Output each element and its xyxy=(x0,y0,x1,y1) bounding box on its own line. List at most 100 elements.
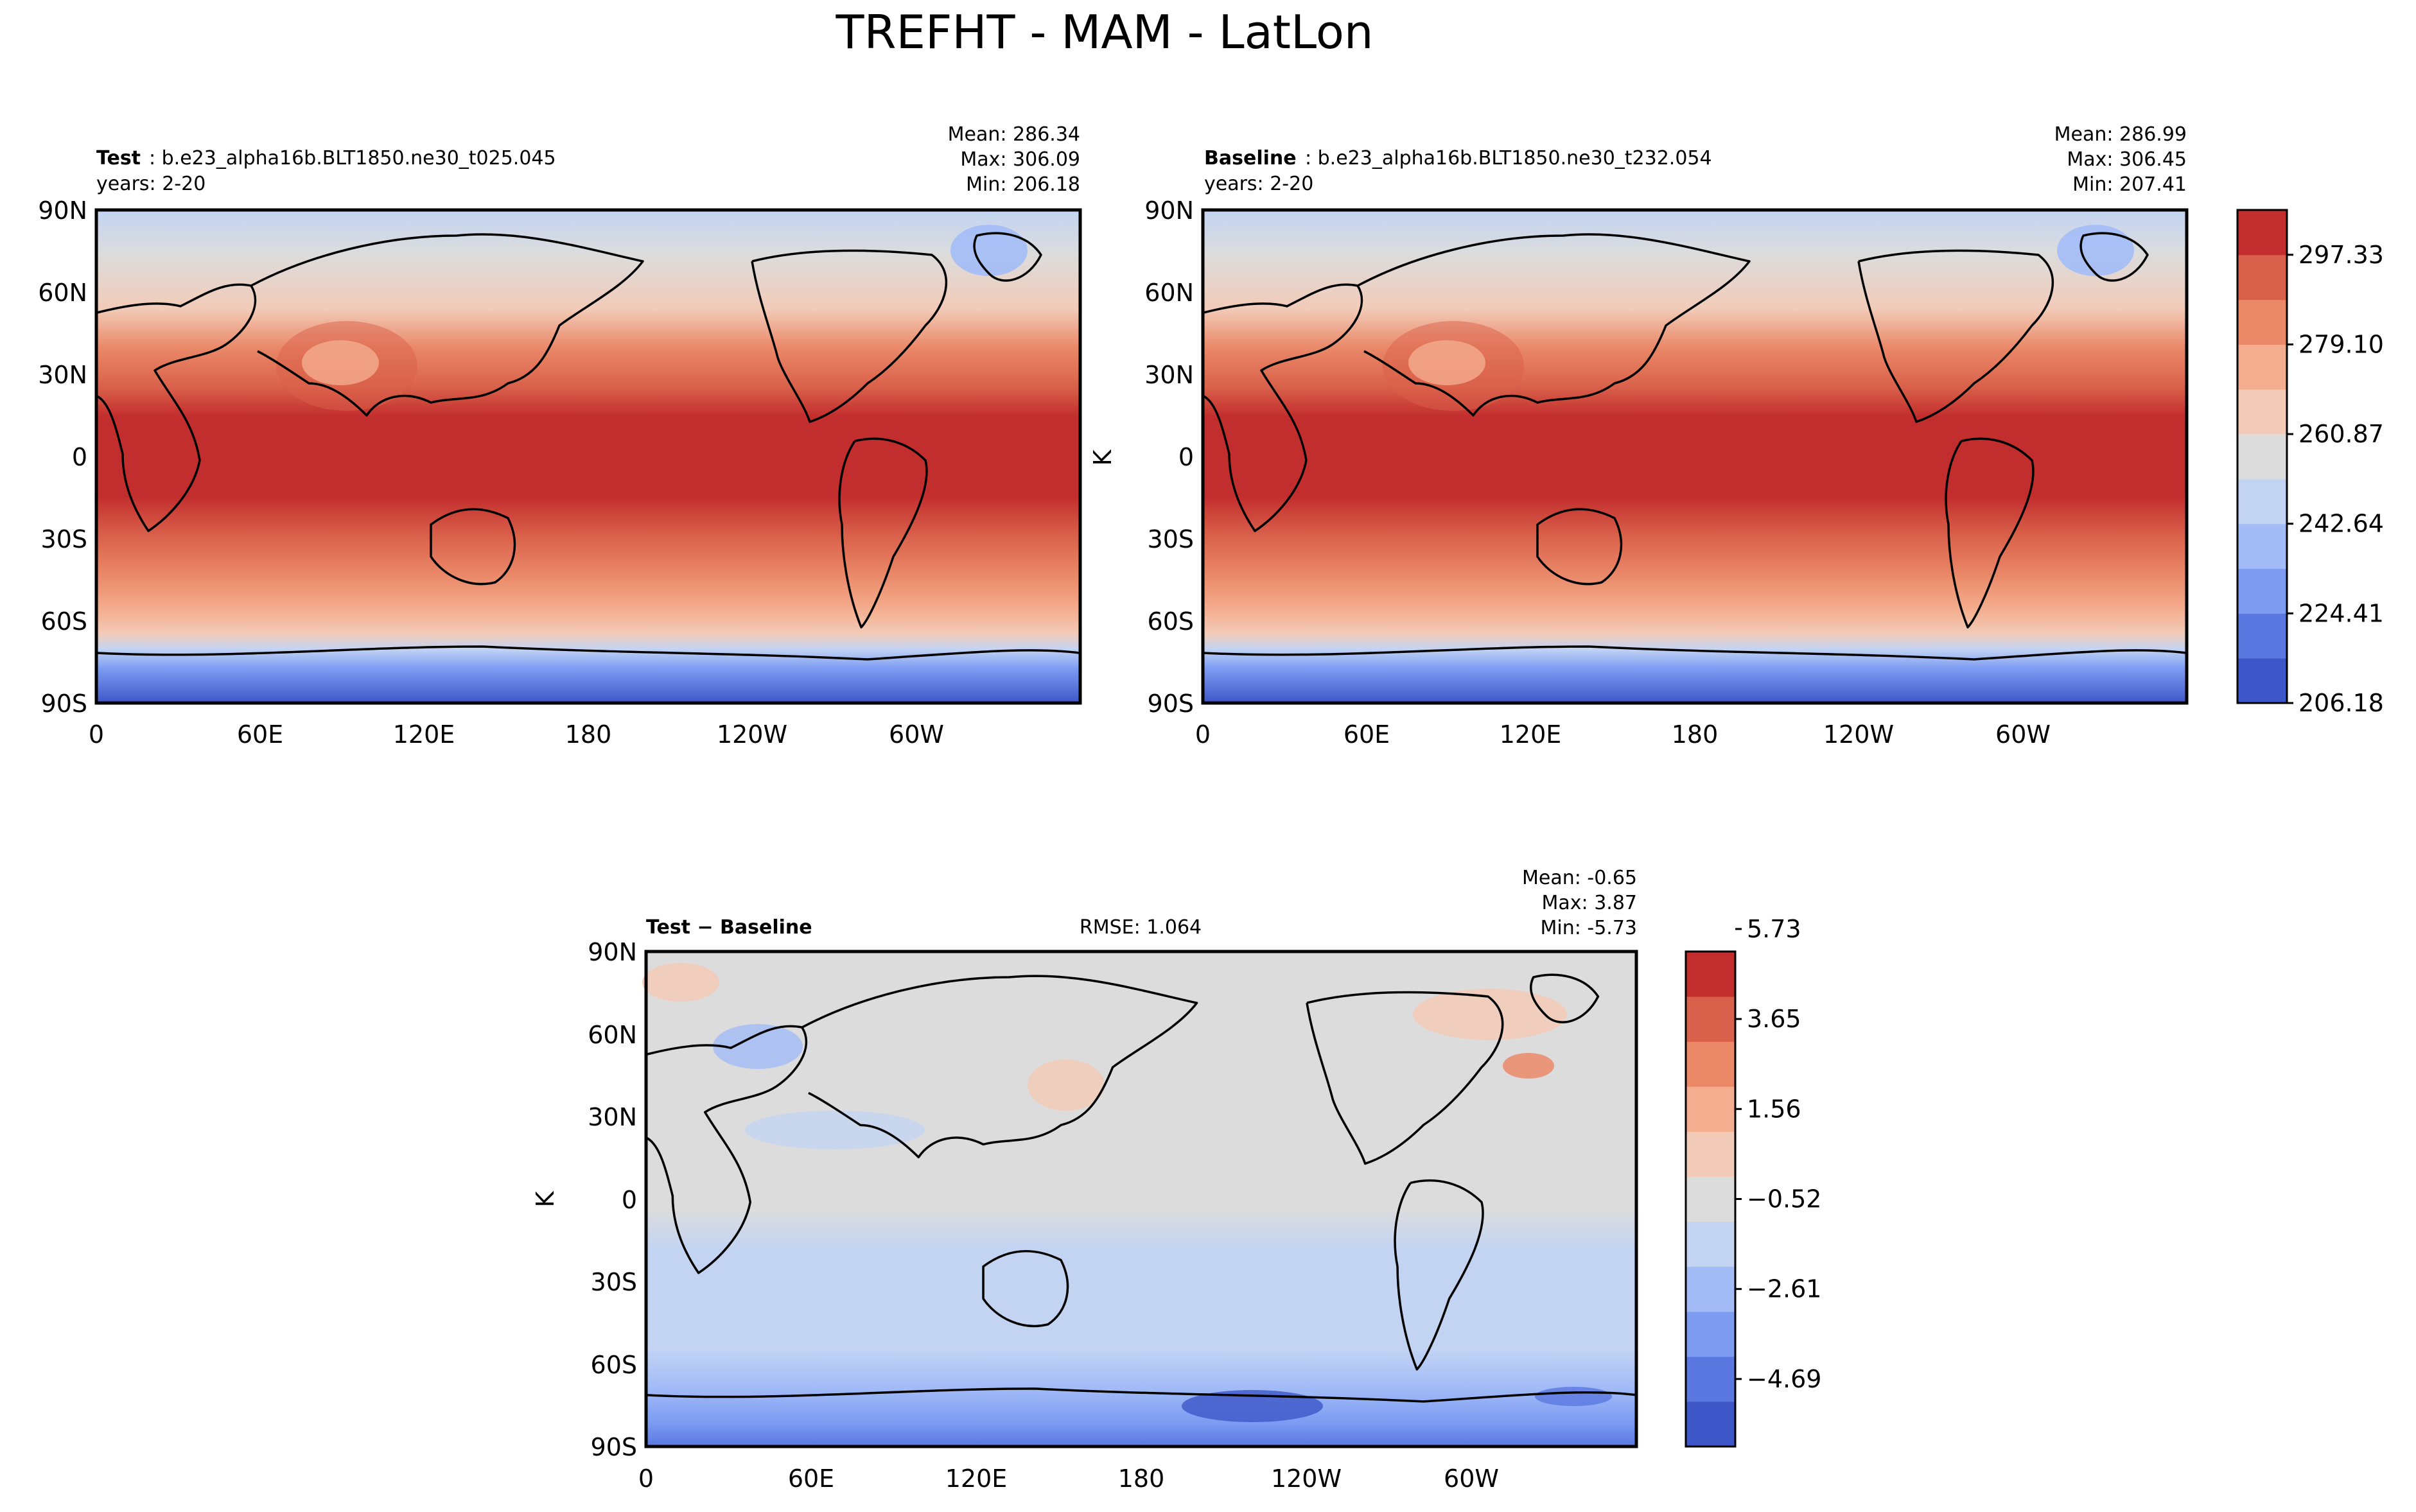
diff-ylabel: K xyxy=(531,1190,559,1207)
diff-panel-max: Max: 3.87 xyxy=(1542,892,1637,914)
colorbar-cell xyxy=(2237,210,2287,256)
lat-tick-label: 90N xyxy=(38,196,87,225)
baseline-panel: Baseline : b.e23_alpha16b.BLT1850.ne30_t… xyxy=(1089,123,2189,749)
lon-tick-label: 60W xyxy=(1444,1464,1499,1493)
diff-map xyxy=(642,950,1638,1448)
colorbar-cell xyxy=(1686,1086,1735,1132)
colorbar-cell xyxy=(2237,523,2287,569)
lat-tick-label: 60N xyxy=(38,279,87,307)
baseline-panel-min: Min: 207.41 xyxy=(2072,173,2187,196)
colorbar-cell xyxy=(1686,1356,1735,1402)
test-panel-min: Min: 206.18 xyxy=(966,173,1080,196)
lon-tick-label: 180 xyxy=(565,720,612,749)
colorbar-tick-label: −2.61 xyxy=(1747,1275,1821,1303)
test-panel-label-case: : b.e23_alpha16b.BLT1850.ne30_t025.045 xyxy=(149,147,556,169)
colorbar-tick-label: 242.64 xyxy=(2298,510,2384,538)
lon-tick-label: 180 xyxy=(1672,720,1719,749)
lat-tick-label: 30N xyxy=(1144,361,1194,389)
lon-tick-label: 180 xyxy=(1118,1464,1165,1493)
baseline-panel-label-case: : b.e23_alpha16b.BLT1850.ne30_t232.054 xyxy=(1305,147,1712,169)
lon-tick-label: 0 xyxy=(638,1464,654,1493)
colorbar-cell xyxy=(2237,568,2287,614)
diff-panel-min: Min: -5.73 xyxy=(1541,917,1638,939)
colorbar-tick-label: −0.52 xyxy=(1747,1185,1821,1213)
colorbar-tick-label: 206.18 xyxy=(2298,689,2384,717)
test-lat-ticks: 90N 60N 30N 0 30S 60S 90S xyxy=(38,196,87,718)
main-colorbar-cells xyxy=(2237,210,2287,704)
lon-tick-label: 120E xyxy=(1500,720,1562,749)
lat-tick-label: 0 xyxy=(622,1186,637,1214)
lon-tick-label: 120W xyxy=(1823,720,1894,749)
colorbar-tick-label: −4.69 xyxy=(1747,1365,1821,1393)
colorbar-cell xyxy=(1686,1131,1735,1177)
diff-colorbar: −4.69 −2.61 −0.52 1.56 3.65 5.73 xyxy=(1685,915,1821,1448)
colorbar-tick-label: 3.65 xyxy=(1747,1005,1801,1033)
baseline-ylabel: K xyxy=(1089,449,1117,465)
baseline-panel-years: years: 2-20 xyxy=(1204,173,1313,195)
test-map xyxy=(94,208,1082,705)
lat-tick-label: 30S xyxy=(1148,525,1194,553)
lon-tick-label: 60E xyxy=(1344,720,1390,749)
diff-panel-label: Test − Baseline xyxy=(646,916,812,939)
lat-tick-label: 30N xyxy=(588,1103,637,1131)
colorbar-tick-label: 5.73 xyxy=(1747,915,1801,943)
lat-tick-label: 90S xyxy=(41,690,87,718)
baseline-panel-label-bold: Baseline xyxy=(1204,147,1297,169)
colorbar-cell xyxy=(2237,344,2287,390)
lon-tick-label: 0 xyxy=(1195,720,1211,749)
lat-tick-label: 30S xyxy=(41,525,87,553)
colorbar-tick-label: 279.10 xyxy=(2298,330,2384,358)
main-colorbar-ticks: 206.18 224.41 242.64 260.87 279.10 297.33 xyxy=(2287,241,2384,717)
diff-panel: Test − Baseline RMSE: 1.064 Mean: -0.65 … xyxy=(531,867,1638,1493)
lat-tick-label: 90N xyxy=(1144,196,1194,225)
diff-panel-mean: Mean: -0.65 xyxy=(1522,867,1637,889)
test-panel-max: Max: 306.09 xyxy=(960,148,1080,171)
lon-tick-label: 120W xyxy=(717,720,787,749)
test-panel-label-bold: Test xyxy=(96,147,141,169)
baseline-lat-ticks: 90N 60N 30N 0 30S 60S 90S xyxy=(1144,196,1194,718)
test-panel-mean: Mean: 286.34 xyxy=(948,123,1080,146)
baseline-panel-max: Max: 306.45 xyxy=(2067,148,2187,171)
lat-tick-label: 30S xyxy=(591,1268,637,1296)
diff-lat-ticks: 90N 60N 30N 0 30S 60S 90S xyxy=(588,938,637,1461)
lat-tick-label: 60N xyxy=(1144,279,1194,307)
lat-tick-label: 0 xyxy=(1178,443,1194,471)
colorbar-tick-label: 1.56 xyxy=(1747,1095,1801,1123)
lon-tick-label: 60E xyxy=(788,1464,834,1493)
lon-tick-label: 60W xyxy=(889,720,944,749)
figure-title: TREFHT - MAM - LatLon xyxy=(835,5,1373,59)
diff-colorbar-cells xyxy=(1686,952,1735,1447)
lat-tick-label: 60S xyxy=(41,607,87,636)
colorbar-cell xyxy=(2237,658,2287,704)
lon-tick-label: 60E xyxy=(237,720,283,749)
lat-tick-label: 0 xyxy=(72,443,87,471)
colorbar-cell xyxy=(1686,1041,1735,1087)
baseline-panel-mean: Mean: 286.99 xyxy=(2054,123,2187,146)
lon-tick-label: 120E xyxy=(393,720,455,749)
diff-lon-ticks: 0 60E 120E 180 120W 60W xyxy=(638,1464,1499,1493)
colorbar-cell xyxy=(2237,299,2287,345)
colorbar-cell xyxy=(1686,1266,1735,1312)
colorbar-cell xyxy=(1686,952,1735,997)
colorbar-cell xyxy=(1686,996,1735,1042)
colorbar-cell xyxy=(2237,478,2287,525)
test-panel: Test : b.e23_alpha16b.BLT1850.ne30_t025.… xyxy=(38,123,1082,749)
diff-colorbar-ticks: −4.69 −2.61 −0.52 1.56 3.65 5.73 xyxy=(1735,915,1821,1393)
colorbar-tick-label: 224.41 xyxy=(2298,599,2384,627)
colorbar-tick-label: 297.33 xyxy=(2298,241,2384,269)
colorbar-cell xyxy=(2237,254,2287,300)
lat-tick-label: 90N xyxy=(588,938,637,966)
test-panel-years: years: 2-20 xyxy=(96,173,206,195)
baseline-lon-ticks: 0 60E 120E 180 120W 60W xyxy=(1195,720,2051,749)
lon-tick-label: 120E xyxy=(945,1464,1008,1493)
colorbar-cell xyxy=(1686,1221,1735,1267)
lon-tick-label: 0 xyxy=(89,720,104,749)
lat-tick-label: 30N xyxy=(38,361,87,389)
lat-tick-label: 90S xyxy=(1148,690,1194,718)
colorbar-cell xyxy=(2237,389,2287,435)
colorbar-cell xyxy=(1686,1311,1735,1357)
colorbar-cell xyxy=(1686,1176,1735,1222)
diff-panel-rmse: RMSE: 1.064 xyxy=(1080,916,1202,939)
lon-tick-label: 60W xyxy=(1995,720,2051,749)
